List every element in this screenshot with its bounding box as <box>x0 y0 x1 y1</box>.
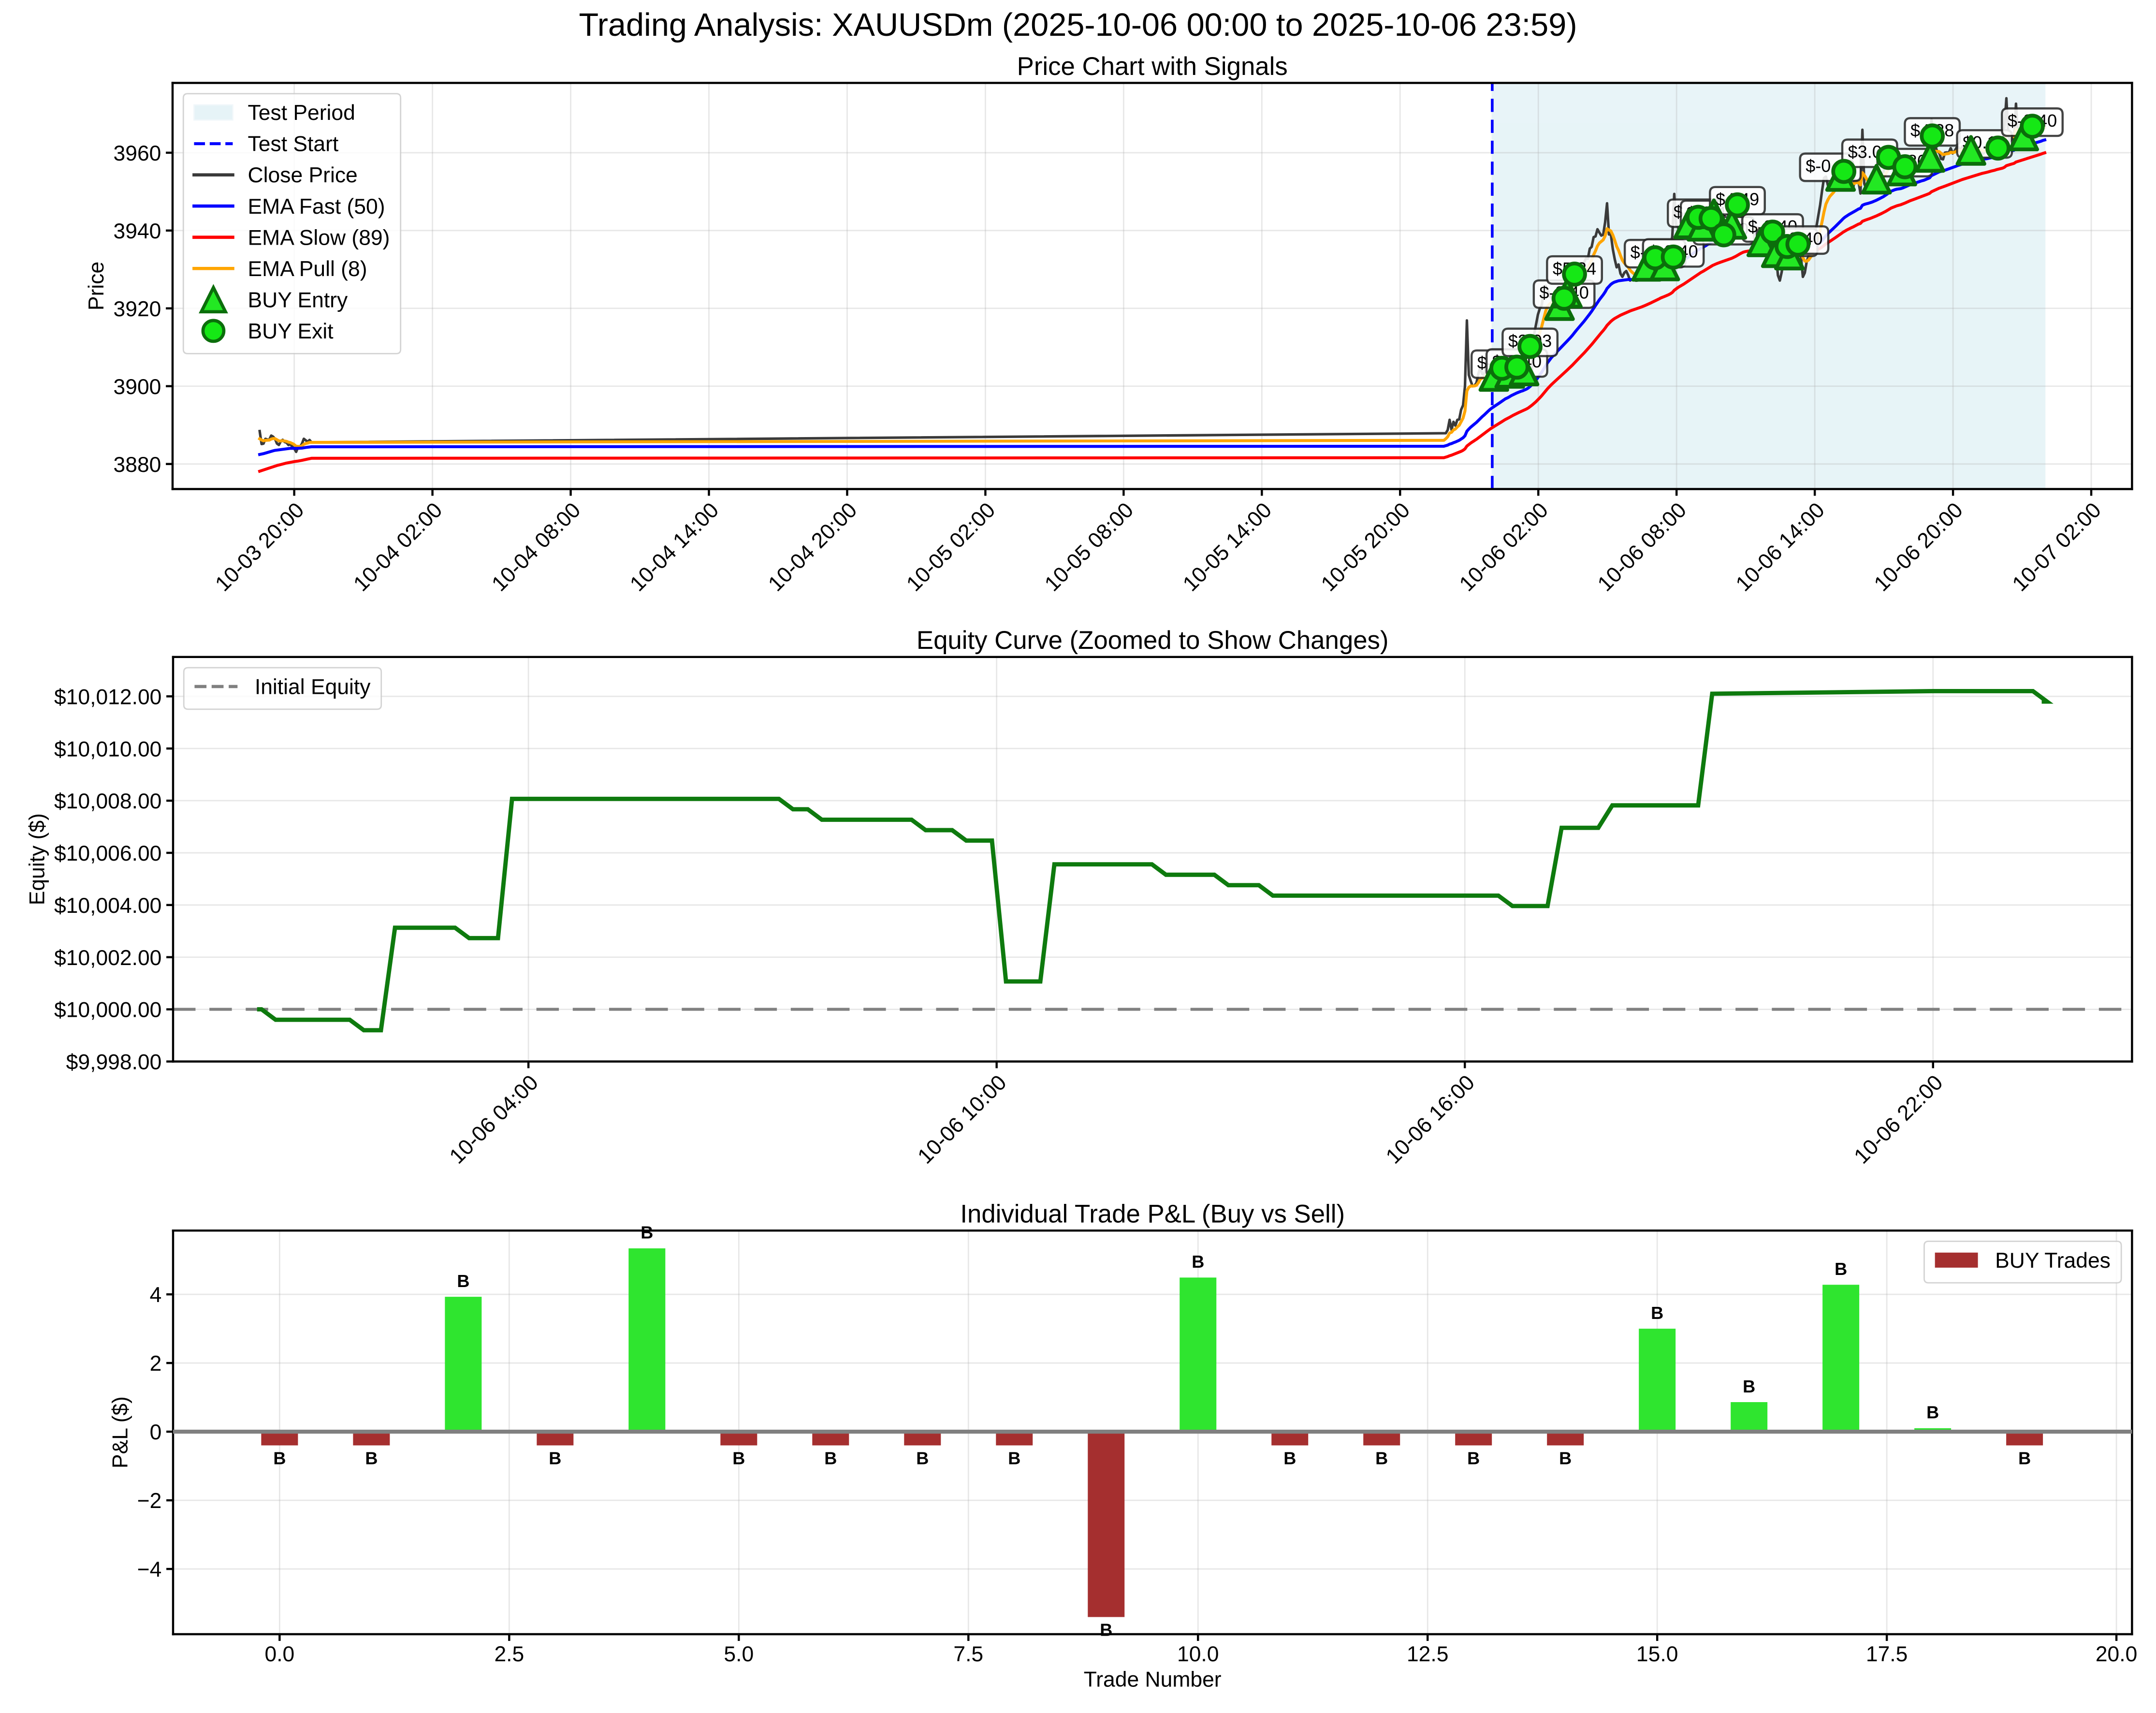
svg-text:3960: 3960 <box>114 142 161 165</box>
svg-text:B: B <box>549 1448 561 1468</box>
svg-text:Equity ($): Equity ($) <box>26 813 49 905</box>
svg-text:$10,004.00: $10,004.00 <box>54 894 161 918</box>
svg-text:−4: −4 <box>137 1558 162 1581</box>
svg-text:B: B <box>457 1271 469 1291</box>
svg-text:B: B <box>1743 1376 1755 1396</box>
svg-text:B: B <box>1100 1620 1112 1640</box>
svg-text:B: B <box>732 1448 745 1468</box>
svg-text:Trading Analysis: XAUUSDm (202: Trading Analysis: XAUUSDm (2025-10-06 00… <box>579 7 1577 43</box>
svg-text:$10,012.00: $10,012.00 <box>54 685 161 709</box>
svg-text:$9,998.00: $9,998.00 <box>66 1051 162 1074</box>
svg-text:−2: −2 <box>137 1489 162 1513</box>
svg-text:5.0: 5.0 <box>724 1642 754 1666</box>
svg-text:B: B <box>1467 1448 1480 1468</box>
svg-text:3940: 3940 <box>114 220 161 243</box>
svg-text:Trade Number: Trade Number <box>1084 1668 1222 1691</box>
svg-text:0: 0 <box>150 1420 162 1444</box>
svg-text:EMA Pull (8): EMA Pull (8) <box>248 257 367 281</box>
svg-text:B: B <box>1008 1448 1020 1468</box>
svg-text:3900: 3900 <box>114 375 161 399</box>
svg-text:7.5: 7.5 <box>953 1642 983 1666</box>
svg-text:B: B <box>1375 1448 1388 1468</box>
svg-text:20.0: 20.0 <box>2096 1642 2138 1666</box>
svg-text:$10,006.00: $10,006.00 <box>54 842 161 865</box>
svg-text:B: B <box>273 1448 286 1468</box>
svg-text:BUY Trades: BUY Trades <box>1995 1249 2111 1273</box>
svg-text:3920: 3920 <box>114 297 161 321</box>
svg-text:Price Chart with Signals: Price Chart with Signals <box>1017 52 1288 81</box>
svg-text:$10,002.00: $10,002.00 <box>54 946 161 970</box>
svg-text:4: 4 <box>150 1283 162 1307</box>
svg-text:B: B <box>1926 1403 1939 1422</box>
svg-text:BUY Exit: BUY Exit <box>248 320 334 343</box>
svg-text:Close Price: Close Price <box>248 163 358 187</box>
svg-text:$10,010.00: $10,010.00 <box>54 737 161 761</box>
svg-text:EMA Slow (89): EMA Slow (89) <box>248 226 390 249</box>
svg-text:B: B <box>1835 1259 1847 1279</box>
svg-text:17.5: 17.5 <box>1866 1642 1908 1666</box>
svg-text:Initial Equity: Initial Equity <box>255 675 371 699</box>
svg-text:Individual Trade P&L (Buy vs S: Individual Trade P&L (Buy vs Sell) <box>960 1200 1345 1229</box>
svg-text:BUY Entry: BUY Entry <box>248 288 348 312</box>
svg-text:10.0: 10.0 <box>1177 1642 1219 1666</box>
svg-text:B: B <box>365 1448 378 1468</box>
svg-text:0.0: 0.0 <box>264 1642 294 1666</box>
svg-text:B: B <box>2018 1448 2031 1468</box>
svg-text:B: B <box>824 1448 837 1468</box>
svg-text:Test Period: Test Period <box>248 101 355 125</box>
svg-text:12.5: 12.5 <box>1407 1642 1449 1666</box>
svg-text:B: B <box>1651 1303 1663 1323</box>
svg-text:$10,008.00: $10,008.00 <box>54 790 161 813</box>
svg-text:Price: Price <box>85 262 108 310</box>
svg-text:B: B <box>641 1223 653 1243</box>
svg-text:2: 2 <box>150 1352 162 1376</box>
svg-text:B: B <box>1283 1448 1296 1468</box>
svg-text:B: B <box>1192 1252 1204 1272</box>
svg-text:B: B <box>916 1448 929 1468</box>
svg-text:B: B <box>1559 1448 1572 1468</box>
svg-text:Equity Curve (Zoomed to Show C: Equity Curve (Zoomed to Show Changes) <box>917 626 1389 655</box>
svg-text:3880: 3880 <box>114 453 161 477</box>
svg-text:P&L ($): P&L ($) <box>108 1396 132 1468</box>
svg-text:2.5: 2.5 <box>494 1642 524 1666</box>
svg-text:15.0: 15.0 <box>1636 1642 1678 1666</box>
svg-text:$10,000.00: $10,000.00 <box>54 998 161 1022</box>
svg-text:Test Start: Test Start <box>248 132 339 156</box>
svg-text:EMA Fast (50): EMA Fast (50) <box>248 195 385 219</box>
